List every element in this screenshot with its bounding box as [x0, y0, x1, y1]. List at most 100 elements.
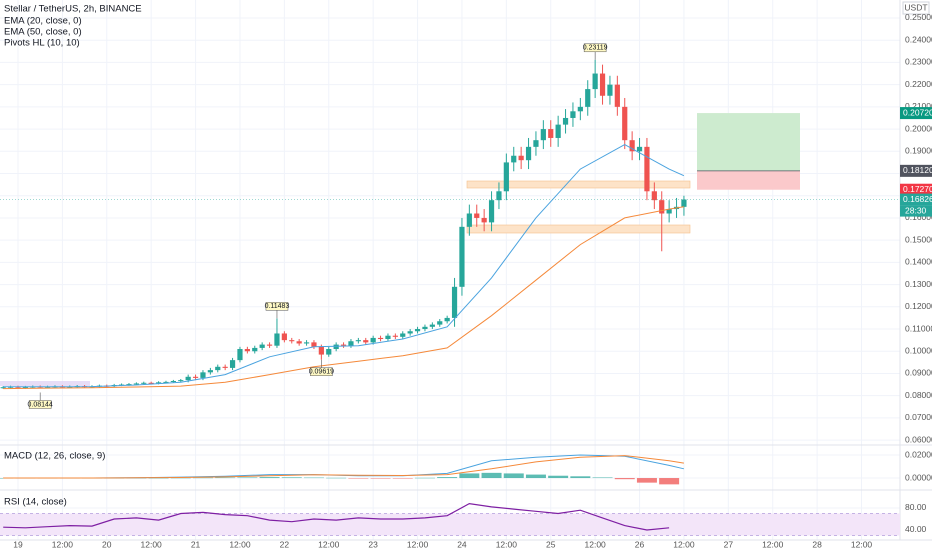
x-tick-label: 25 — [546, 539, 556, 549]
macd-histogram-bar — [614, 478, 635, 480]
candle-body — [562, 117, 569, 125]
zone-box — [466, 224, 691, 234]
macd-histogram-bar — [259, 477, 280, 479]
x-tick-label: 12:00 — [407, 539, 429, 549]
price-tag — [900, 164, 932, 177]
candle-body — [326, 349, 332, 355]
candle-body — [22, 387, 28, 389]
x-tick-label: 12:00 — [141, 539, 163, 549]
candle-body — [126, 384, 132, 386]
x-tick-label: 28 — [812, 539, 822, 549]
macd-histogram-bar — [481, 472, 502, 479]
profit-zone — [697, 113, 800, 171]
candle-body — [577, 106, 583, 112]
macd-histogram-bar — [548, 475, 569, 479]
candle-body — [163, 381, 169, 383]
unit-box — [902, 1, 930, 15]
candle-body — [377, 337, 384, 340]
candle-body — [481, 217, 487, 223]
candle-body — [170, 381, 176, 383]
candle-body — [222, 366, 228, 368]
candle-body — [570, 111, 576, 118]
candle-body — [400, 333, 406, 337]
macd-histogram-bar — [392, 478, 413, 479]
main-pane: 0.08144 0.11483 0.09619 0.23119 — [0, 43, 800, 409]
candle-body — [607, 84, 613, 96]
x-tick-label: 27 — [724, 539, 734, 549]
macd-line — [3, 455, 684, 479]
candle-body — [296, 341, 302, 344]
candle-body — [259, 344, 265, 348]
unit-label: USDT — [904, 2, 927, 12]
candle-body — [244, 349, 250, 352]
candle-body — [629, 140, 635, 152]
candle-body — [0, 387, 6, 389]
pivot-label: 0.08144 — [28, 401, 53, 408]
x-tick-label: 12:00 — [585, 539, 607, 549]
pivot-label-box — [310, 367, 333, 376]
countdown-box — [900, 205, 932, 217]
indicator-legend: Pivots HL (10, 10) — [4, 38, 80, 49]
price-tag — [900, 107, 932, 120]
pivot-label: 0.11483 — [265, 303, 290, 310]
macd-histogram-bar — [592, 477, 613, 479]
rsi-band — [0, 513, 900, 536]
candle-body — [666, 209, 672, 214]
candle-body — [274, 333, 280, 346]
countdown: 28:30 — [905, 205, 927, 215]
candle-body — [185, 376, 191, 381]
candle-body — [207, 370, 213, 373]
candle-body — [148, 382, 154, 384]
rsi-title: RSI (14, close) — [4, 497, 67, 508]
candle-body — [599, 73, 606, 96]
x-tick-label: 21 — [191, 539, 201, 549]
candle-body — [289, 340, 295, 342]
candle-body — [644, 146, 650, 192]
price-tag — [900, 183, 932, 196]
pivot-label: 0.23119 — [583, 45, 608, 52]
zone-box — [0, 381, 90, 386]
macd-histogram-bar — [348, 478, 369, 479]
price-tag-label: 0.18120 — [903, 165, 932, 175]
x-tick-label: 24 — [457, 539, 467, 549]
candle-body — [540, 129, 546, 141]
candle-body — [407, 331, 413, 334]
indicator-legend: EMA (50, close, 0) — [4, 27, 82, 38]
macd-histogram-bar — [503, 473, 524, 479]
x-tick-label: 12:00 — [496, 539, 518, 549]
x-tick-label: 26 — [635, 539, 645, 549]
candle-body — [466, 213, 472, 227]
candle-body — [459, 226, 465, 287]
price-tag — [900, 193, 932, 206]
candle-body — [488, 200, 495, 223]
candle-body — [651, 191, 657, 201]
candle-body — [392, 335, 398, 337]
price-tag-label: 0.20720 — [903, 107, 932, 117]
macd-histogram-bar — [459, 473, 480, 479]
candle-body — [355, 340, 361, 342]
macd-histogram-bar — [237, 477, 258, 479]
candle-body — [444, 317, 450, 322]
candle-body — [155, 382, 162, 384]
macd-histogram-bar — [437, 477, 458, 479]
symbol-title: Stellar / TetherUS, 2h, BINANCE — [4, 4, 142, 15]
macd-histogram-bar — [570, 476, 591, 479]
x-tick-label: 19 — [13, 539, 23, 549]
y-tick-label: 40.00 — [905, 524, 927, 534]
candle-body — [533, 140, 539, 147]
macd-histogram-bar — [414, 477, 435, 479]
